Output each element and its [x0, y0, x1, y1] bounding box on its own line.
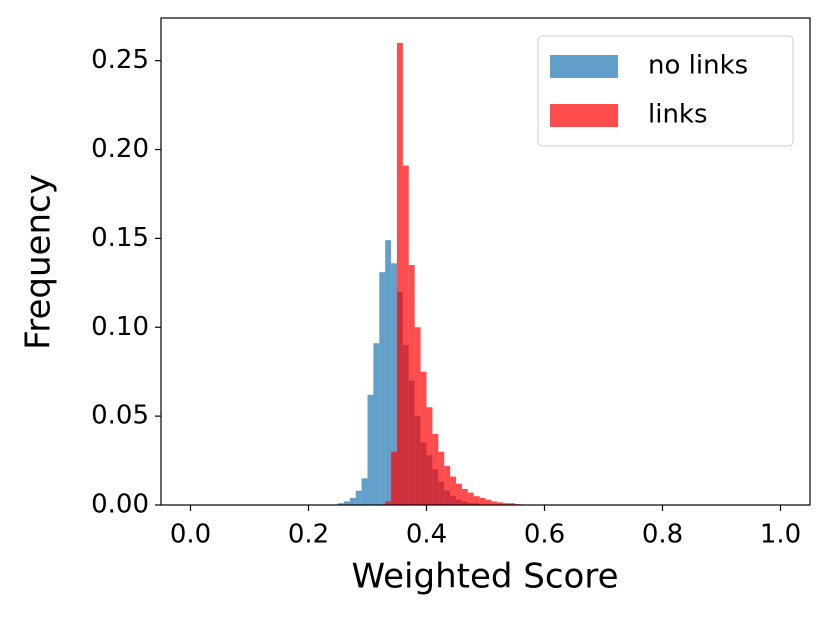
histogram-bar: [467, 492, 474, 505]
legend-swatch: [550, 55, 618, 78]
histogram-bar: [343, 501, 350, 505]
histogram-bar: [338, 503, 344, 505]
histogram-bar: [485, 499, 492, 505]
legend-label: no links: [648, 51, 748, 81]
x-axis-label: Weighted Score: [352, 557, 619, 597]
histogram-bar: [509, 503, 515, 505]
histogram-bar: [497, 502, 504, 505]
histogram-bar: [432, 433, 439, 505]
histogram-bar: [491, 501, 498, 505]
histogram-bar: [385, 501, 392, 505]
histogram-bar: [414, 327, 421, 505]
histogram-bar: [391, 263, 397, 505]
histogram-bar: [385, 240, 392, 505]
histogram-bar: [479, 497, 486, 505]
x-tick-label: 0.0: [170, 520, 211, 550]
legend-label: links: [648, 100, 708, 130]
histogram-bar: [420, 371, 427, 505]
y-tick-label: 0.10: [91, 312, 149, 342]
histogram-bar: [402, 165, 409, 505]
x-tick-label: 0.6: [524, 520, 565, 550]
x-tick-label: 0.8: [642, 520, 683, 550]
histogram-bar: [438, 451, 445, 505]
histogram-bar: [408, 265, 415, 505]
y-tick-label: 0.15: [91, 223, 149, 253]
histogram-bar: [367, 394, 374, 505]
histogram-bar: [391, 451, 397, 505]
histogram-bar: [444, 465, 451, 505]
histogram-bar: [355, 490, 362, 505]
x-tick-label: 0.2: [288, 520, 329, 550]
y-tick-label: 0.05: [91, 401, 149, 431]
legend-swatch: [550, 104, 618, 127]
x-tick-label: 0.4: [406, 520, 447, 550]
histogram-bar: [373, 343, 380, 505]
y-tick-label: 0.20: [91, 134, 149, 164]
histogram-bar: [349, 497, 356, 505]
histogram-bar: [473, 496, 480, 505]
plot-frame: [160, 17, 811, 506]
y-axis-label: Frequency: [19, 174, 59, 350]
histogram-bar: [456, 483, 462, 505]
y-tick-label: 0.00: [91, 490, 149, 520]
y-tick-label: 0.25: [91, 45, 149, 75]
histogram-bar: [461, 489, 468, 505]
x-tick-label: 1.0: [760, 520, 801, 550]
histogram-bar: [426, 407, 433, 505]
histogram-bar: [361, 478, 368, 505]
histogram-bar: [503, 503, 510, 505]
histogram-bar: [379, 272, 386, 505]
histogram-bar: [397, 42, 403, 506]
histogram-bar: [450, 476, 456, 505]
